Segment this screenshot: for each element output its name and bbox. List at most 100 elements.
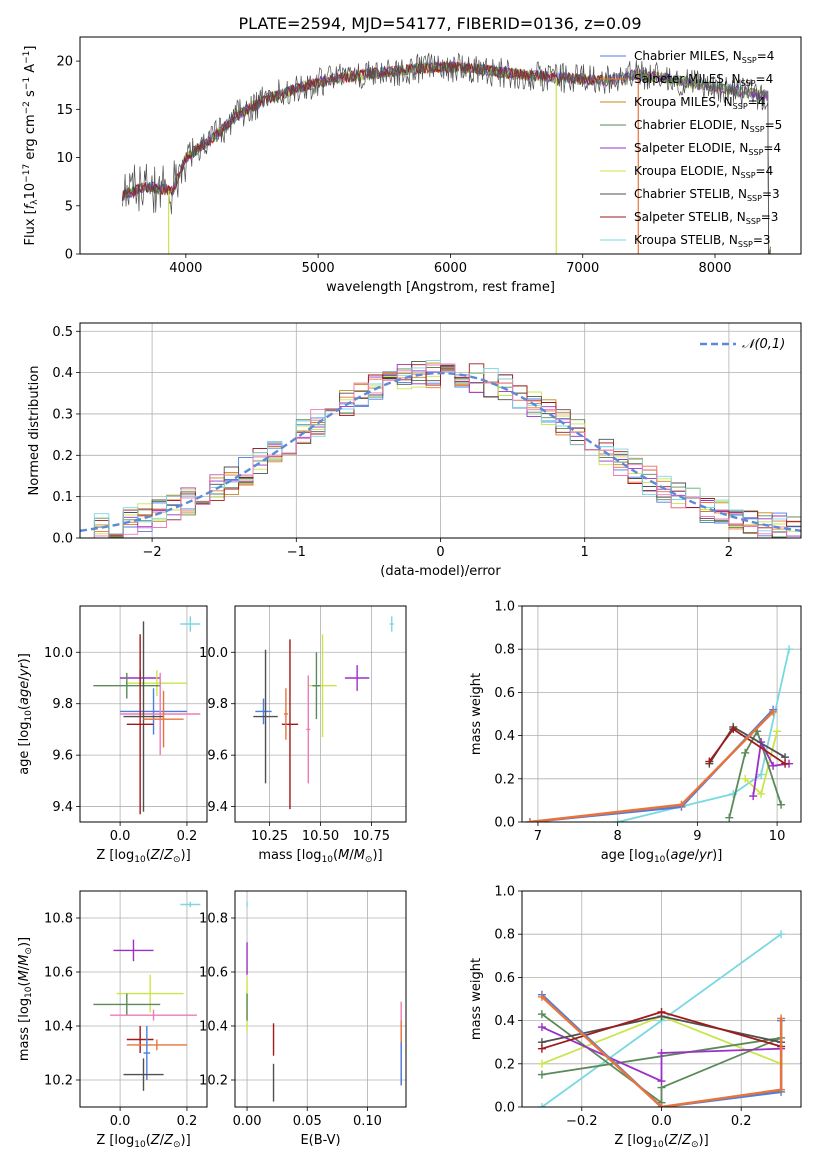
x-axis-label: wavelength [Angstrom, rest frame] — [326, 280, 555, 295]
y-axis-label: mass weight — [469, 958, 484, 1040]
x-tick-label: 10.25 — [251, 829, 288, 844]
x-tick-label: 7 — [534, 829, 542, 844]
x-tick-label: 0.0 — [110, 829, 131, 844]
y-tick-label: 0.3 — [52, 407, 73, 422]
y-axis-label: Normed distribution — [27, 366, 42, 496]
y-tick-label: 10.6 — [199, 966, 228, 981]
legend-label: Chabrier ELODIE, NSSP=5 — [634, 118, 782, 134]
plot-area — [253, 616, 394, 810]
weight-line — [752, 739, 790, 797]
y-tick-label: 0.5 — [52, 325, 73, 340]
spectrum-line — [122, 60, 771, 254]
y-tick-label: 10.4 — [44, 1020, 73, 1035]
y-tick-label: 10.4 — [199, 1020, 228, 1035]
x-tick-label: 0.05 — [293, 1114, 322, 1129]
y-tick-label: 0.1 — [52, 490, 73, 505]
x-axis-label: Z [log10(Z/Z⊙)] — [614, 1133, 708, 1150]
x-tick-label: 0.00 — [233, 1114, 262, 1129]
x-tick-label: 8 — [614, 829, 622, 844]
axes-frame — [521, 605, 802, 823]
plot-area — [246, 901, 402, 1102]
x-tick-label: 2 — [725, 545, 733, 560]
legend-label: Kroupa MILES, NSSP=4 — [634, 95, 765, 111]
y-tick-label: 0.0 — [494, 1101, 515, 1116]
axes-frame — [79, 890, 208, 1108]
y-tick-label: 1.0 — [494, 600, 515, 615]
panel-weight_vs_age: 7 8 9 10 0.0 0.2 0.4 0.6 0.8 1.0 age [log10(age/yr… — [469, 600, 802, 865]
x-tick-label: 0 — [436, 545, 444, 560]
y-tick-label: 0.0 — [52, 532, 73, 547]
y-tick-label: 0.2 — [494, 1057, 515, 1072]
panel-residuals: −2 −1 0 1 2 0.0 0.1 0.2 0.3 0.4 0.5 (data-model)/er… — [27, 322, 802, 579]
spectrum-line — [121, 62, 771, 254]
panel-age_vs_mass: 10.25 10.50 10.75 9.4 9.6 9.8 10.0 mass [log10(… — [199, 605, 407, 865]
legend-label: Salpeter MILES, NSSP=4 — [634, 72, 773, 88]
plot-area — [93, 901, 201, 1091]
y-tick-label: 10.6 — [44, 966, 73, 981]
x-tick-label: 10.75 — [353, 829, 390, 844]
x-tick-label: 8000 — [698, 261, 731, 276]
x-tick-label: 0.10 — [353, 1114, 382, 1129]
y-tick-label: 9.8 — [52, 697, 73, 712]
y-tick-label: 0.4 — [494, 729, 515, 744]
axes-frame — [234, 890, 407, 1108]
plot-area — [537, 930, 786, 1107]
x-tick-label: 0.0 — [651, 1114, 672, 1129]
x-tick-label: 6000 — [434, 261, 467, 276]
y-axis-label: mass weight — [469, 673, 484, 755]
plot-area — [121, 52, 771, 254]
x-tick-label: −1 — [287, 545, 306, 560]
y-tick-label: 0.4 — [494, 1014, 515, 1029]
x-tick-label: 0.0 — [110, 1114, 131, 1129]
x-axis-label: (data-model)/error — [380, 564, 501, 579]
x-tick-label: 10.50 — [302, 829, 339, 844]
x-tick-label: −0.2 — [566, 1114, 598, 1129]
y-tick-label: 9.4 — [52, 800, 73, 815]
y-tick-label: 10.8 — [44, 912, 73, 927]
legend-label: Salpeter ELODIE, NSSP=4 — [634, 141, 781, 157]
x-axis-label: E(B-V) — [300, 1133, 340, 1148]
legend-label: Salpeter STELIB, NSSP=3 — [634, 210, 778, 226]
axes-frame — [521, 890, 802, 1108]
y-tick-label: 0.8 — [494, 928, 515, 943]
y-tick-label: 10 — [56, 151, 73, 166]
y-axis-label: age [log10(age/yr)] — [17, 653, 34, 775]
y-tick-label: 10.2 — [199, 1074, 228, 1089]
y-tick-label: 9.6 — [207, 749, 228, 764]
panel-mass_vs_ebv: 0.00 0.05 0.10 10.2 10.4 10.6 10.8 E(B-V) — [199, 890, 407, 1148]
y-tick-label: 0.8 — [494, 643, 515, 658]
y-tick-label: 9.8 — [207, 697, 228, 712]
spectrum-line — [121, 52, 771, 254]
x-tick-label: 9 — [693, 829, 701, 844]
normal-curve — [80, 371, 801, 532]
x-axis-label: mass [log10(M/M⊙)] — [258, 848, 382, 865]
x-axis-label: Z [log10(Z/Z⊙)] — [96, 1133, 190, 1150]
axes-frame — [234, 605, 407, 823]
x-tick-label: 10 — [769, 829, 786, 844]
x-tick-label: 5000 — [302, 261, 335, 276]
plot-area — [525, 645, 794, 822]
plot-area — [93, 616, 201, 815]
axes-frame — [79, 36, 802, 255]
x-axis-label: age [log10(age/yr)] — [601, 848, 723, 865]
weight-line — [541, 995, 783, 1107]
spectrum-line — [121, 60, 771, 254]
spectrum-line — [121, 61, 771, 254]
legend-label: Chabrier STELIB, NSSP=3 — [634, 187, 780, 203]
y-tick-label: 10.2 — [44, 1074, 73, 1089]
y-tick-label: 9.4 — [207, 800, 228, 815]
y-tick-label: 0.6 — [494, 686, 515, 701]
y-tick-label: 1.0 — [494, 885, 515, 900]
x-tick-label: 4000 — [169, 261, 202, 276]
y-tick-label: 20 — [56, 55, 73, 70]
x-tick-label: 1 — [581, 545, 589, 560]
y-tick-label: 9.6 — [52, 749, 73, 764]
plot-area — [80, 360, 801, 538]
y-tick-label: 0.4 — [52, 366, 73, 381]
histogram-step — [80, 363, 801, 538]
y-tick-label: 10.0 — [199, 646, 228, 661]
legend-label: Kroupa ELODIE, NSSP=4 — [634, 164, 773, 180]
legend-label: Chabrier MILES, NSSP=4 — [634, 49, 774, 65]
panel-spectrum: 4000 5000 6000 7000 8000 0 5 10 15 20 wavelength [… — [22, 36, 802, 295]
